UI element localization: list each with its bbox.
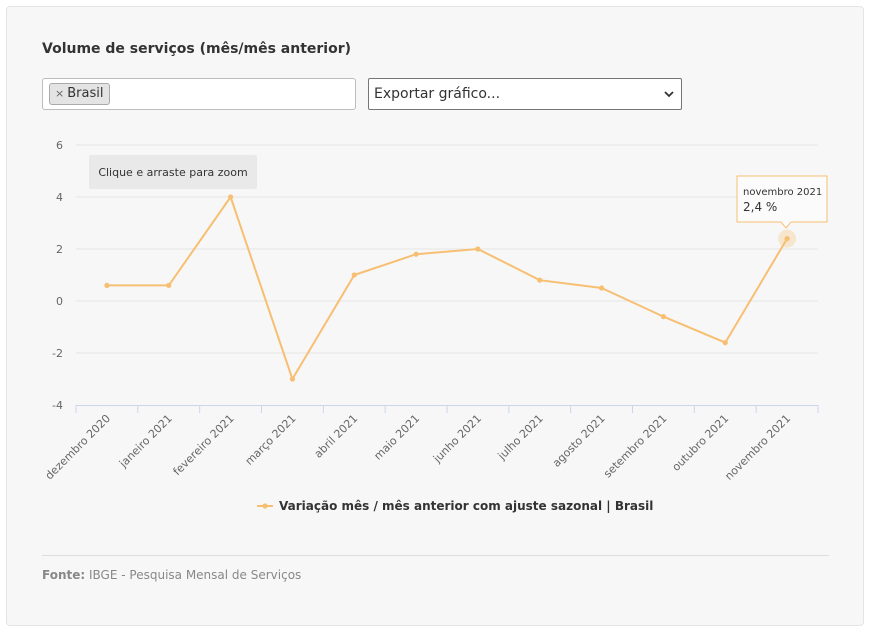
y-tick-label: 2 bbox=[56, 243, 63, 256]
data-point[interactable] bbox=[351, 272, 357, 278]
chart-title: Volume de serviços (mês/mês anterior) bbox=[42, 41, 352, 57]
region-tag-label: Brasil bbox=[67, 86, 104, 101]
footer-divider bbox=[42, 555, 829, 556]
x-tick-label: agosto 2021 bbox=[550, 412, 608, 470]
data-point[interactable] bbox=[722, 340, 728, 346]
tooltip-value: 2,4 % bbox=[743, 200, 777, 214]
y-tick-label: -4 bbox=[52, 399, 63, 412]
y-axis-ticks: 6 4 2 0 -2 -4 bbox=[52, 139, 63, 412]
x-tick-label: outubro 2021 bbox=[670, 412, 732, 474]
zoom-hint: Clique e arraste para zoom bbox=[89, 155, 257, 189]
x-tick-label: dezembro 2020 bbox=[43, 412, 113, 482]
x-tick-label: junho 2021 bbox=[430, 412, 484, 466]
series-line[interactable] bbox=[104, 194, 797, 382]
x-tick-label: fevereiro 2021 bbox=[171, 412, 237, 478]
remove-tag-icon[interactable]: × bbox=[55, 87, 65, 100]
export-select-label: Exportar gráfico... bbox=[374, 86, 501, 102]
data-point[interactable] bbox=[475, 246, 481, 252]
zoom-hint-text: Clique e arraste para zoom bbox=[98, 166, 247, 179]
source-label: Fonte: bbox=[42, 568, 86, 582]
x-tick-label: janeiro 2021 bbox=[116, 412, 175, 471]
x-tick-label: julho 2021 bbox=[495, 412, 546, 463]
tooltip-date: novembro 2021 bbox=[743, 187, 822, 198]
x-tick-label: março 2021 bbox=[243, 412, 299, 468]
x-tick-label: setembro 2021 bbox=[601, 412, 669, 480]
y-tick-label: -2 bbox=[52, 347, 63, 360]
data-point[interactable] bbox=[537, 277, 543, 283]
source-note: Fonte: IBGE - Pesquisa Mensal de Serviço… bbox=[42, 568, 301, 582]
grid-lines bbox=[76, 144, 818, 354]
tooltip: novembro 2021 2,4 % bbox=[736, 175, 828, 229]
series-path bbox=[106, 194, 788, 382]
x-tick-label: novembro 2021 bbox=[722, 412, 793, 483]
y-tick-label: 4 bbox=[56, 191, 63, 204]
data-point[interactable] bbox=[104, 282, 110, 288]
legend[interactable]: Variação mês / mês anterior com ajuste s… bbox=[257, 499, 653, 513]
x-tick-label: abril 2021 bbox=[312, 412, 361, 461]
legend-marker bbox=[262, 503, 268, 509]
export-chart-select[interactable]: Exportar gráfico... bbox=[368, 78, 682, 110]
y-tick-label: 6 bbox=[56, 139, 63, 152]
x-tick-label: maio 2021 bbox=[371, 412, 422, 463]
data-point[interactable] bbox=[227, 194, 234, 200]
data-point[interactable] bbox=[413, 251, 419, 257]
data-point[interactable] bbox=[166, 282, 172, 288]
y-tick-label: 0 bbox=[56, 295, 63, 308]
chevron-down-icon bbox=[664, 91, 674, 98]
legend-label[interactable]: Variação mês / mês anterior com ajuste s… bbox=[279, 499, 653, 513]
region-tag: × Brasil bbox=[49, 83, 111, 105]
region-filter-input[interactable]: × Brasil bbox=[42, 78, 356, 110]
source-text: IBGE - Pesquisa Mensal de Serviços bbox=[89, 568, 302, 582]
data-point[interactable] bbox=[784, 236, 790, 242]
data-point[interactable] bbox=[598, 285, 605, 291]
chart-card: Volume de serviços (mês/mês anterior) × B… bbox=[6, 6, 864, 626]
data-point[interactable] bbox=[289, 376, 296, 382]
data-point[interactable] bbox=[660, 314, 667, 320]
